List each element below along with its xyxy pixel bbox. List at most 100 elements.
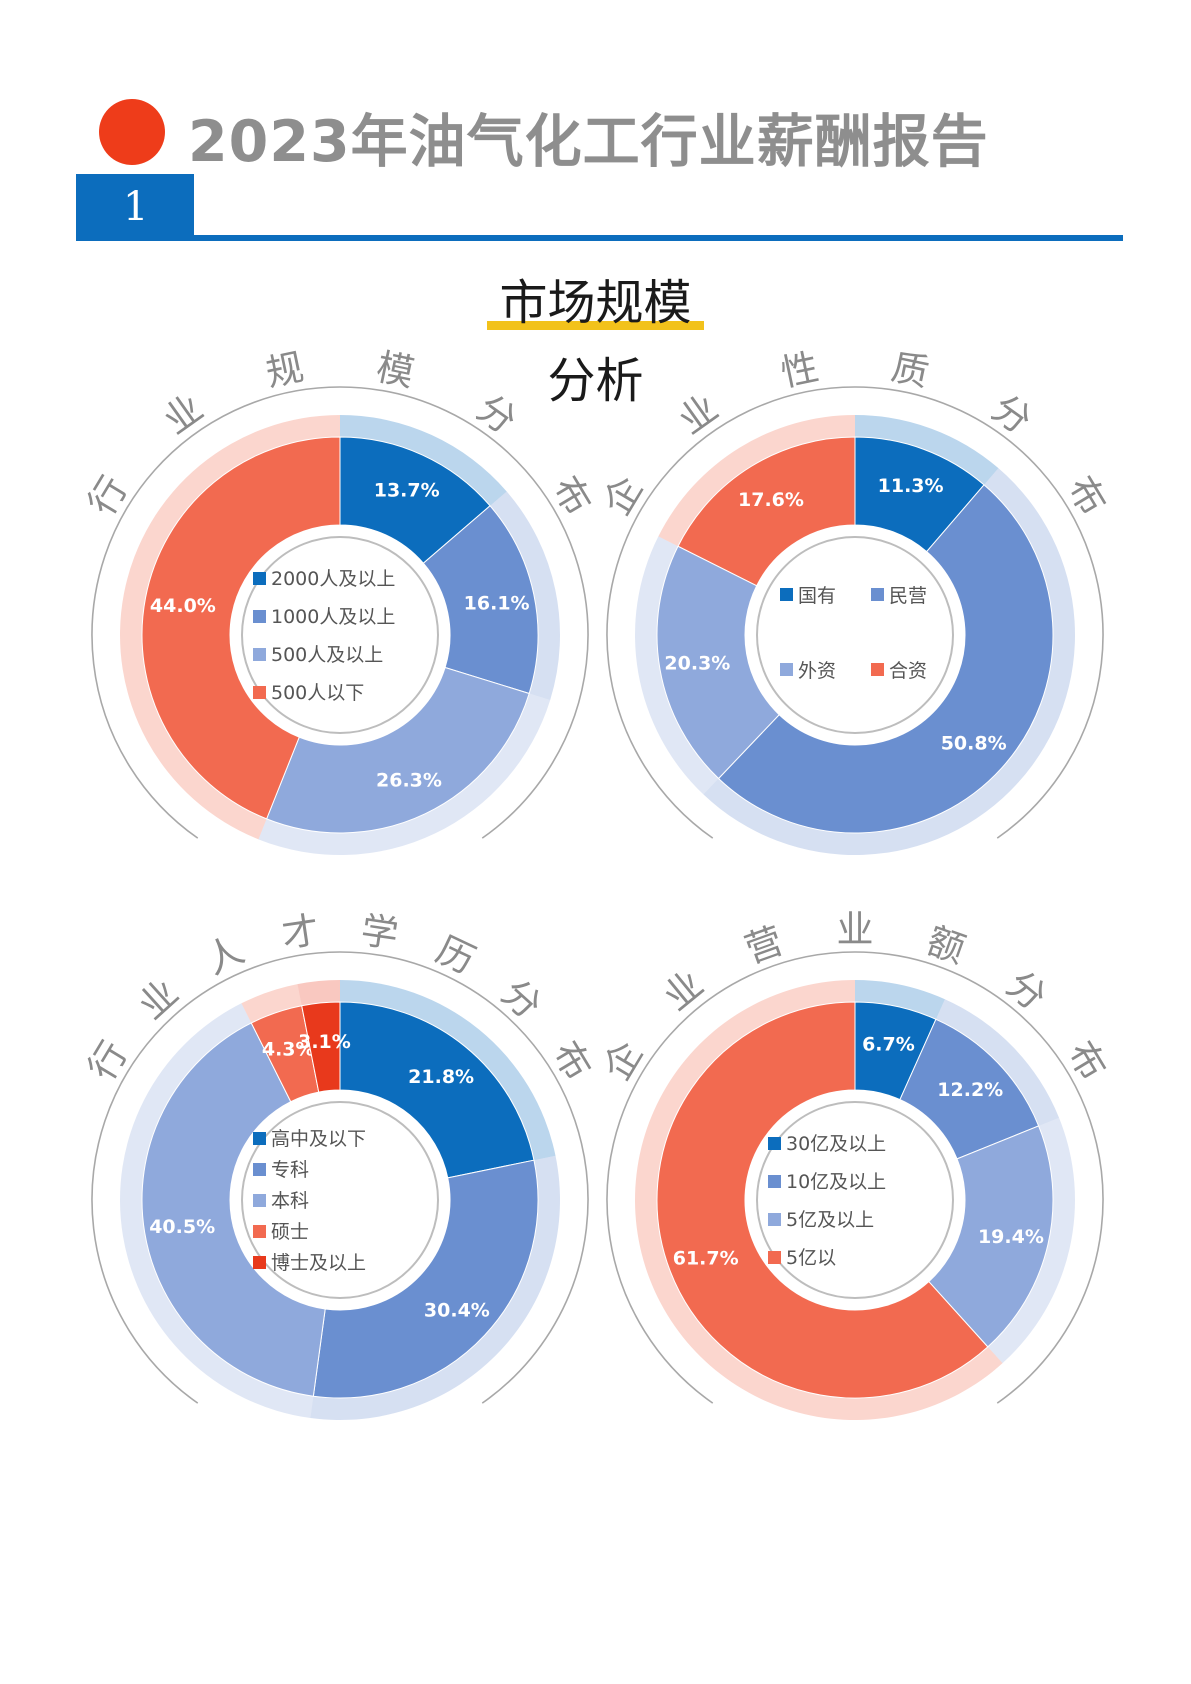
chart-frame-arc (91, 386, 589, 839)
chart-title-char: 业 (837, 908, 874, 951)
chart-title-char: 学 (358, 908, 401, 956)
legend-label: 专科 (271, 1159, 309, 1181)
donut-outer-halo-4 (658, 415, 855, 548)
donut-outer-halo-4 (241, 984, 303, 1025)
legend-swatch (253, 1163, 266, 1176)
donut-slice-5 (301, 1001, 341, 1093)
legend-label: 国有 (798, 585, 836, 607)
donut-outer-halo-3 (635, 536, 720, 795)
donut-slice-3 (928, 1125, 1054, 1348)
data-label: 6.7% (862, 1034, 915, 1056)
legend-label: 10亿及以上 (786, 1171, 886, 1193)
chart-title-char: 才 (279, 908, 322, 956)
legend-swatch (253, 1225, 266, 1238)
chart-title-char: 业 (130, 971, 186, 1028)
section-title: 市场规模 分析 (0, 265, 1191, 420)
chart-title-char: 历 (430, 928, 482, 983)
data-label: 19.4% (978, 1226, 1044, 1248)
donut-slice-4 (141, 436, 341, 820)
section-title-line1: 市场规模 (487, 265, 704, 342)
chart-title-char: 性 (777, 345, 822, 395)
chart-title-char: 布 (544, 469, 600, 523)
donut-chart-1: 13.7% 16.1% 26.3% 44.0% 行业 规 模分布 2000人及以上 1000人及… (80, 345, 600, 855)
data-label: 40.5% (149, 1216, 215, 1238)
legend-swatch (253, 1256, 266, 1269)
chart-title-char: 业 (671, 386, 726, 442)
donut-inner-circle (756, 536, 954, 734)
data-label: 21.8% (408, 1066, 474, 1088)
legend-label: 民营 (889, 585, 927, 607)
legend-label: 5亿及以上 (786, 1209, 874, 1231)
donut-outer-halo-1 (340, 415, 507, 508)
data-label: 61.7% (673, 1247, 739, 1269)
chart-title-char: 质 (888, 345, 933, 395)
donut-slice-4 (677, 436, 856, 587)
chart-title-char: 企 (595, 1034, 651, 1088)
donut-outer-halo-2 (703, 468, 1075, 855)
donut-outer-halo-2 (488, 491, 561, 700)
donut-inner-circle (756, 1101, 954, 1299)
legend-swatch (768, 1175, 781, 1188)
chart-title-char: 布 (1059, 1034, 1115, 1088)
donut-chart-3: 21.8% 30.4% 40.5% 4.3%3.1% 行业人才学历分布高中及以下专科本科… (80, 908, 600, 1420)
chart-title-char: 企 (595, 469, 651, 523)
chart-title-char: 业 (156, 386, 211, 442)
data-label: 3.1% (298, 1031, 351, 1053)
legend-swatch (253, 572, 266, 585)
donut-outer-halo-5 (297, 980, 340, 1008)
donut-slice-3 (141, 1022, 326, 1397)
donut-outer-halo-3 (986, 1117, 1075, 1364)
donut-slice-3 (656, 545, 780, 780)
legend-label: 1000人及以上 (271, 606, 395, 628)
donut-slice-1 (339, 1001, 535, 1179)
chart-title-char: 分 (999, 962, 1055, 1019)
chart-title-char: 布 (1059, 469, 1115, 523)
chart-frame-arc (606, 951, 1104, 1404)
data-label: 4.3% (262, 1039, 315, 1061)
donut-outer-halo-3 (120, 1003, 314, 1418)
chart-title-char: 分 (469, 386, 524, 442)
chart-title-char: 人 (199, 928, 251, 983)
chart-legend: 2000人及以上 1000人及以上 500人及以上 500人以下 (253, 568, 395, 704)
legend-label: 硕士 (271, 1221, 309, 1243)
donut-slice-2 (717, 484, 1054, 834)
chart-title-char: 行 (80, 469, 136, 523)
data-label: 17.6% (738, 489, 804, 511)
donut-inner-circle (241, 1101, 439, 1299)
legend-swatch (253, 648, 266, 661)
legend-swatch (253, 610, 266, 623)
report-title: 2023年油气化工行业薪酬报告 (188, 109, 989, 175)
legend-label: 外资 (798, 660, 836, 682)
data-label: 44.0% (150, 595, 216, 617)
chart-legend: 30亿及以上 10亿及以上 5亿及以上 5亿以 (768, 1133, 886, 1269)
chart-title-char: 模 (373, 345, 418, 395)
data-label: 26.3% (376, 769, 442, 791)
donut-chart-4: 6.7%12.2%19.4%61.7%企业营业额分布30亿及以上10亿及以上5亿… (595, 908, 1115, 1421)
legend-label: 合资 (889, 660, 927, 682)
donut-outer-halo-1 (340, 980, 556, 1161)
legend-swatch (871, 663, 884, 676)
legend-swatch (780, 588, 793, 601)
header-bullet-dot (99, 99, 165, 165)
legend-label: 2000人及以上 (271, 568, 395, 590)
donut-slice-2 (422, 505, 539, 695)
donut-inner-circle (241, 536, 439, 734)
data-label: 12.2% (937, 1079, 1003, 1101)
legend-swatch (253, 1132, 266, 1145)
data-label: 30.4% (424, 1299, 490, 1321)
legend-label: 高中及以下 (271, 1128, 366, 1150)
data-label: 13.7% (374, 480, 440, 502)
legend-label: 500人及以上 (271, 644, 383, 666)
chart-frame-arc (91, 951, 589, 1404)
donut-outer-halo-1 (855, 980, 945, 1022)
legend-swatch (253, 686, 266, 699)
legend-label: 本科 (271, 1190, 309, 1212)
chart-frame-arc (606, 386, 1104, 839)
legend-swatch (768, 1251, 781, 1264)
legend-swatch (768, 1137, 781, 1150)
legend-swatch (768, 1213, 781, 1226)
legend-label: 博士及以上 (271, 1252, 366, 1274)
chart-title-char: 分 (984, 386, 1039, 442)
